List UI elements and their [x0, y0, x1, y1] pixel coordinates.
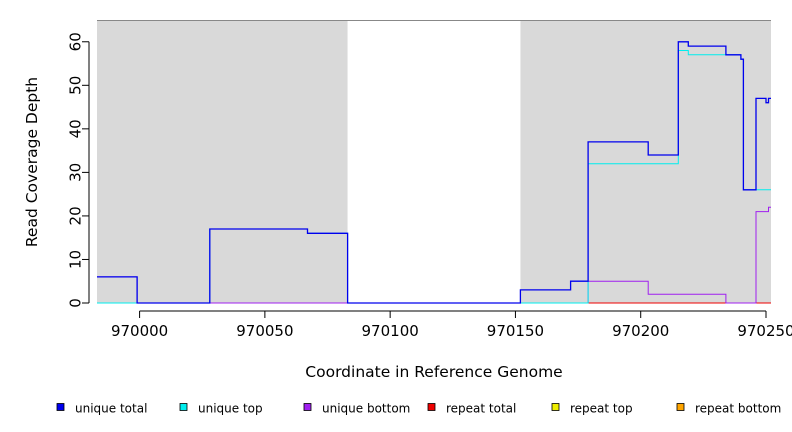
legend-label: repeat top	[570, 402, 633, 416]
y-tick-label: 30	[67, 163, 85, 182]
y-tick-label: 60	[67, 32, 85, 51]
x-axis-title: Coordinate in Reference Genome	[305, 363, 562, 381]
legend-swatch	[179, 403, 188, 411]
y-tick-label: 20	[67, 206, 85, 225]
x-tick-label: 970150	[487, 322, 544, 340]
legend-swatch	[676, 403, 685, 411]
series-line-unique-bottom	[97, 206, 771, 304]
x-tick-label: 970000	[111, 322, 168, 340]
legend-swatch	[303, 403, 312, 411]
x-tick-label: 970250	[737, 322, 792, 340]
x-tick-label: 970200	[612, 322, 669, 340]
unshaded-region	[347, 20, 521, 303]
legend-label: unique top	[198, 402, 263, 416]
series-group	[97, 41, 771, 304]
legend-swatch	[427, 403, 436, 411]
legend-swatch	[56, 403, 65, 411]
y-tick-label: 10	[67, 250, 85, 269]
legend: unique total unique top unique bottom repea…	[56, 402, 781, 416]
legend-label: repeat bottom	[695, 402, 781, 416]
legend-item: repeat bottom	[676, 402, 781, 416]
legend-label: repeat total	[446, 402, 516, 416]
x-tick-label: 970050	[236, 322, 293, 340]
y-tick-label: 40	[67, 119, 85, 138]
y-tick-label: 50	[67, 76, 85, 95]
legend-item: repeat top	[551, 402, 633, 416]
y-axis-title: Read Coverage Depth	[23, 77, 41, 247]
series-line-unique-total	[97, 41, 771, 304]
legend-label: unique bottom	[322, 402, 410, 416]
legend-item: unique bottom	[303, 402, 410, 416]
legend-item: unique top	[179, 402, 263, 416]
x-tick-label: 970100	[362, 322, 419, 340]
y-tick-label: 0	[67, 298, 85, 308]
legend-swatch	[551, 403, 560, 411]
legend-item: unique total	[56, 402, 147, 416]
legend-item: repeat total	[427, 402, 516, 416]
legend-label: unique total	[75, 402, 147, 416]
